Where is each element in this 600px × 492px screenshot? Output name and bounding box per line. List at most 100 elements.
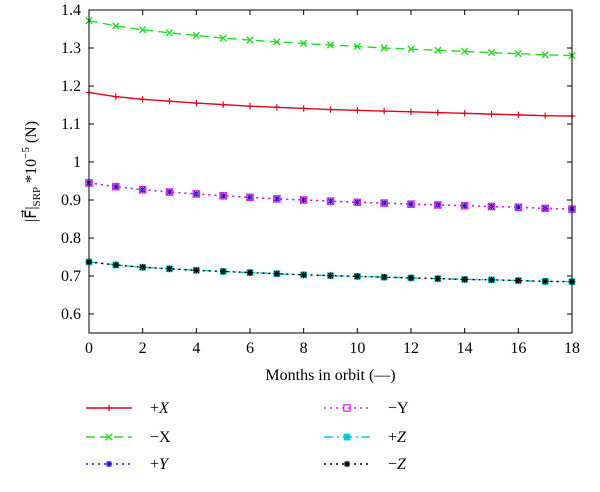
data-point: [193, 267, 200, 274]
data-point: [112, 93, 120, 100]
legend-label-sign: −: [388, 456, 397, 473]
data-point: [434, 201, 442, 209]
data-point: [514, 203, 523, 212]
data-point: [461, 276, 468, 283]
legend-label-letter: X: [158, 400, 170, 417]
y-axis-label-mid: *10: [23, 159, 40, 183]
legend-item: +Y: [86, 456, 170, 473]
legend-swatch-marker: [343, 460, 351, 468]
y-tick-label: 1.2: [61, 78, 81, 95]
data-point: [112, 22, 120, 30]
data-point: [246, 102, 254, 110]
data-point: [407, 45, 415, 53]
legend-label-letter: Y: [397, 400, 409, 417]
y-axis-label: |F⃗|SRP *10−5 (N): [20, 121, 43, 222]
legend-item: −X: [86, 429, 171, 446]
legend-label-sign: +: [388, 429, 397, 446]
data-point: [165, 188, 174, 196]
data-point: [541, 112, 549, 119]
data-point: [380, 107, 388, 115]
data-point: [219, 192, 227, 200]
legend-label: −Y: [388, 400, 409, 417]
y-tick-label: 0.8: [61, 230, 81, 247]
legend-swatch-marker: [105, 460, 113, 468]
data-point: [461, 110, 468, 117]
data-point: [326, 197, 335, 205]
y-axis-label-unit: (N): [23, 121, 40, 143]
legend-item: −Z: [324, 456, 407, 473]
data-point: [407, 274, 415, 282]
data-point: [165, 29, 174, 37]
x-tick-label: 2: [139, 340, 147, 357]
x-tick-label: 12: [403, 340, 419, 357]
y-tick-label: 1.4: [61, 2, 81, 19]
legend-label: −X: [150, 429, 171, 446]
data-point: [219, 101, 227, 108]
data-point: [166, 98, 173, 105]
data-point: [299, 39, 308, 48]
data-point: [434, 275, 442, 282]
data-point: [407, 200, 415, 208]
data-point: [515, 204, 522, 211]
data-point: [166, 188, 173, 196]
legend-swatch-marker: [343, 433, 351, 441]
x-tick-label: 0: [85, 340, 93, 357]
plot-frame: [88, 9, 573, 334]
legend-label: −Z: [388, 456, 407, 473]
data-point: [219, 192, 227, 200]
y-tick-label: 1.3: [61, 40, 81, 57]
series-line: [88, 182, 573, 210]
legend-label-sign: −: [388, 400, 397, 417]
y-tick-label: 0.6: [61, 306, 81, 323]
series-line: [88, 19, 573, 57]
legend-swatch-marker: [105, 404, 113, 412]
y-axis-label-sup: −5: [20, 147, 32, 159]
x-tick-label: 10: [349, 340, 365, 357]
data-point: [380, 273, 388, 281]
y-tick-label: 0.9: [61, 192, 81, 209]
x-tick-label: 14: [457, 340, 473, 357]
legend: +X−X+Y−Y+Z−Z: [86, 400, 409, 473]
data-point: [138, 185, 147, 194]
data-point: [380, 199, 388, 207]
legend-label: +Z: [388, 429, 407, 446]
data-point: [487, 202, 496, 211]
data-point: [246, 194, 254, 201]
data-point: [354, 107, 361, 114]
legend-label-letter: Z: [397, 429, 407, 446]
x-tick-label: 4: [192, 340, 200, 357]
data-point: [166, 265, 173, 272]
data-point: [488, 276, 495, 283]
legend-item: +Z: [324, 429, 407, 446]
legend-label-letter: X: [159, 429, 171, 446]
legend-label-letter: Y: [159, 456, 170, 473]
data-point: [407, 108, 415, 116]
data-point: [487, 48, 496, 57]
data-point: [300, 271, 307, 279]
legend-item: −Y: [324, 400, 409, 417]
x-tick-label: 8: [300, 340, 308, 357]
y-tick-label: 0.7: [61, 268, 81, 285]
ticks-layer: 0 2 4 6 8 10 12 14 16 18 0.6 0.7 0.8 0.9 1 1.1 1.2 1.3 1.4: [61, 2, 580, 357]
data-point: [138, 26, 147, 34]
data-point: [246, 269, 254, 276]
data-point: [139, 96, 146, 103]
data-point: [353, 198, 362, 207]
data-point: [354, 273, 361, 280]
series-0: [85, 89, 576, 120]
data-point: [541, 51, 549, 59]
y-tick-label: 1: [73, 154, 81, 171]
x-tick-label: 16: [510, 340, 526, 357]
x-tick-label: 6: [246, 340, 254, 357]
y-axis-label-main: |F⃗|: [20, 206, 40, 222]
data-point: [541, 204, 549, 213]
data-point: [112, 182, 120, 191]
legend-label-letter: Z: [397, 456, 407, 473]
legend-label-sign: +: [150, 456, 159, 473]
legend-label-sign: −: [150, 429, 159, 446]
data-point: [246, 193, 254, 202]
data-point: [434, 109, 442, 116]
data-point: [273, 104, 281, 111]
data-point: [139, 264, 146, 271]
